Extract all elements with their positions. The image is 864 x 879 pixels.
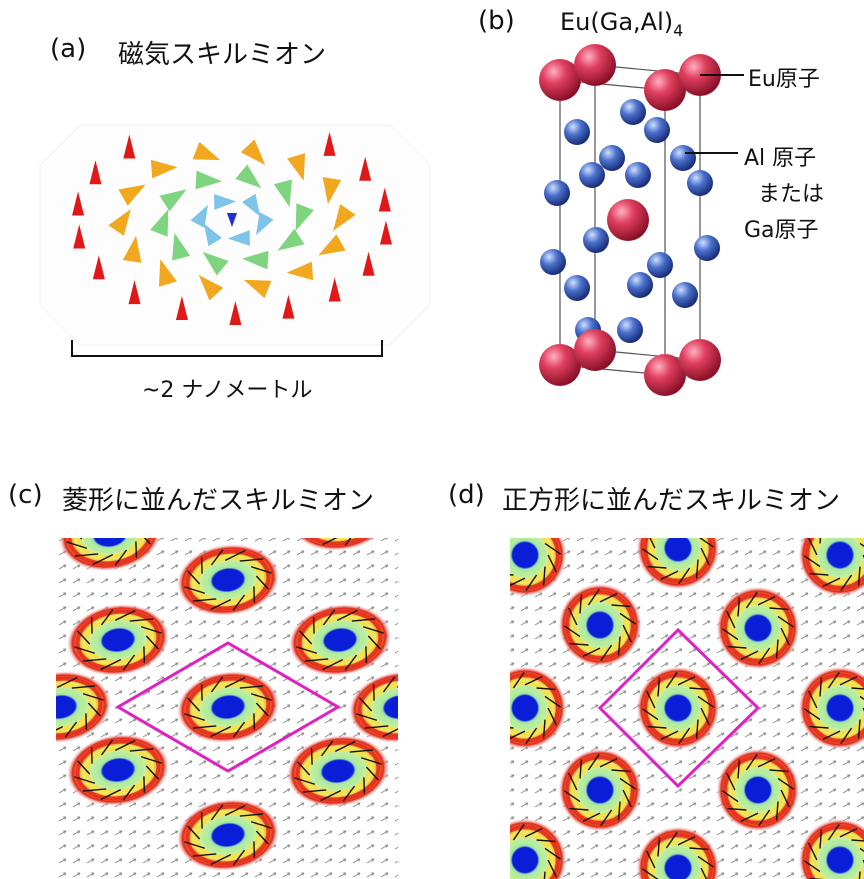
skyrmion: [558, 748, 642, 832]
skyrmion-core: [665, 695, 690, 720]
rhombic-skyrmion-lattice: [3, 472, 456, 879]
al-ga-atom: [672, 282, 698, 308]
eu-atom: [574, 329, 616, 371]
al-ga-atom: [583, 227, 609, 253]
skyrmion-core: [587, 777, 612, 802]
al-ga-atom: [564, 275, 590, 301]
skyrmion-core: [827, 847, 852, 872]
skyrmion-cone-illustration: [40, 125, 430, 345]
al-ga-atom: [687, 170, 713, 196]
eu-atom: [607, 199, 649, 241]
al-ga-atom: [620, 99, 646, 125]
skyrmion: [716, 586, 800, 670]
skyrmion-core: [827, 695, 852, 720]
al-ga-atom: [694, 235, 720, 261]
skyrmion-core: [512, 695, 537, 720]
al-ga-atom: [617, 317, 643, 343]
skyrmion: [636, 506, 720, 590]
skyrmion-core: [587, 612, 612, 637]
skyrmion-core: [512, 847, 537, 872]
al-ga-atom: [627, 272, 653, 298]
al-ga-atom: [670, 145, 696, 171]
skyrmion: [483, 666, 567, 750]
al-ga-atom: [540, 249, 566, 275]
al-ga-atom: [564, 119, 590, 145]
skyrmion-core: [512, 542, 537, 567]
al-ga-atom: [647, 252, 673, 278]
skyrmion-core: [323, 502, 357, 528]
al-ga-atom: [579, 162, 605, 188]
skyrmion-core: [745, 777, 770, 802]
skyrmion: [558, 583, 642, 667]
crystal-unit-cell: [539, 44, 744, 396]
al-ga-atom: [625, 162, 651, 188]
eu-atom: [679, 339, 721, 381]
al-ga-atom: [544, 180, 570, 206]
al-ga-atom: [644, 117, 670, 143]
skyrmion: [483, 513, 567, 597]
square-skyrmion-lattice: [483, 506, 864, 879]
skyrmion-core: [745, 615, 770, 640]
atoms: [539, 44, 721, 396]
skyrmion: [716, 748, 800, 832]
skyrmion-core: [665, 535, 690, 560]
eu-atom: [574, 44, 616, 86]
skyrmion: [636, 666, 720, 750]
skyrmion-core: [827, 542, 852, 567]
al-ga-atom: [599, 145, 625, 171]
